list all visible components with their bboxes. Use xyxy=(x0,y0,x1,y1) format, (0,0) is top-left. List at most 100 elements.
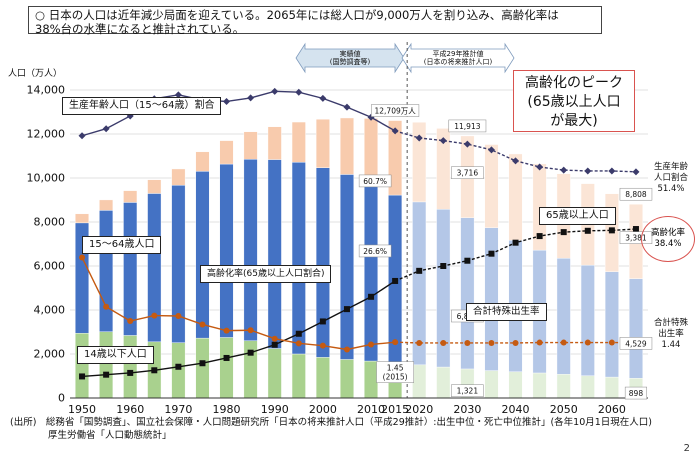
data-label: 1.45 xyxy=(387,364,404,373)
fertility-point xyxy=(319,342,326,349)
aging-rate-point xyxy=(127,369,134,376)
y-tick-label: 4,000 xyxy=(34,304,66,317)
fertility-point xyxy=(536,339,543,346)
bar-age65 xyxy=(340,117,354,175)
aging-rate-point xyxy=(103,371,110,378)
data-label: 4,529 xyxy=(625,339,647,348)
aging-rate-point xyxy=(392,277,399,284)
bar-age15-64 xyxy=(219,163,234,338)
aging-rate-point xyxy=(199,360,206,367)
fertility-line xyxy=(81,257,396,351)
bar-age14 xyxy=(243,340,258,399)
label-age15-64: 15〜64歳人口 xyxy=(82,236,162,254)
working-ratio-point xyxy=(584,167,592,175)
projected-values-arrow: 平成29年推計値 (日本の将来推計人口) xyxy=(411,49,505,68)
working-ratio-point xyxy=(102,125,110,133)
working-ratio-line xyxy=(394,130,636,173)
bar-age65 xyxy=(315,119,330,168)
bar-age14 xyxy=(508,371,523,399)
fertility-point xyxy=(368,341,375,348)
footer-line-2: 厚生労働省「人口動態統計」 xyxy=(48,430,172,441)
aging-rate-point xyxy=(536,233,543,240)
bar-age14 xyxy=(195,337,210,399)
data-label: 11,913 xyxy=(454,122,480,131)
bar-age14 xyxy=(580,375,595,399)
label-fertility: 合計特殊出生率 xyxy=(466,303,547,321)
aging-rate-point xyxy=(295,330,302,337)
x-tick-label: 1970 xyxy=(164,403,192,416)
bar-age14 xyxy=(75,333,89,399)
aging-rate-point xyxy=(271,341,278,348)
data-label-box xyxy=(619,187,653,201)
aging-rate-point xyxy=(488,250,495,257)
bar-age65 xyxy=(267,126,282,160)
bar-age65 xyxy=(147,179,162,194)
label-age14: 14歳以下人口 xyxy=(77,346,154,364)
header-line-1: ○ 日本の人口は近年減少局面を迎えている。2065年には総人口が9,000万人を… xyxy=(35,8,559,22)
aging-rate-title: 高齢化率 xyxy=(650,228,685,238)
bar-age65 xyxy=(291,121,306,163)
bar-age65 xyxy=(171,168,186,186)
working-ratio-point xyxy=(319,94,327,102)
data-label: 1,321 xyxy=(457,387,479,396)
bar-age14 xyxy=(123,335,138,399)
working-ratio-point xyxy=(536,163,544,171)
bar-age65 xyxy=(508,153,523,241)
bar-age14 xyxy=(604,376,619,399)
data-label-box xyxy=(358,244,392,258)
bar-age65 xyxy=(364,118,378,183)
data-label: 898 xyxy=(629,389,644,398)
bar-age15-64 xyxy=(580,264,595,376)
working-ratio-point xyxy=(512,157,520,165)
bar-age15-64 xyxy=(484,227,499,371)
bar-age65 xyxy=(75,213,89,224)
bar-age15-64 xyxy=(291,162,306,355)
bar-age14 xyxy=(412,364,427,399)
actual-values-arrow: 実績値 (国勢調査等) xyxy=(305,49,395,68)
data-label-box xyxy=(619,337,653,350)
label-age65: 65歳以上人口 xyxy=(539,207,616,225)
x-tick-label: 2030 xyxy=(453,403,481,416)
working-ratio-point xyxy=(174,91,182,99)
bar-age14 xyxy=(484,370,499,399)
bar-age15-64 xyxy=(629,278,643,379)
bar-age15-64 xyxy=(99,210,114,332)
fertility-point xyxy=(103,303,110,310)
data-label: 60.7% xyxy=(363,177,387,186)
bar-age14 xyxy=(171,342,186,399)
fertility-point xyxy=(440,339,447,346)
data-label: 26.6% xyxy=(363,247,387,256)
y-tick-label: 14,000 xyxy=(27,84,66,97)
working-ratio-point xyxy=(247,94,255,102)
fertility-point xyxy=(488,339,495,346)
aging-rate-point xyxy=(464,257,471,264)
actual-values-sublabel: (国勢調査等) xyxy=(329,58,371,66)
fertility-value: 1.44 xyxy=(661,340,681,350)
bar-age14 xyxy=(364,360,378,399)
x-tick-label: 1950 xyxy=(68,403,96,416)
aging-rate-point xyxy=(247,349,254,356)
data-label-box xyxy=(371,104,420,117)
working-ratio-point xyxy=(487,146,495,154)
fertility-point xyxy=(464,339,471,346)
bar-age15-64 xyxy=(556,258,571,375)
aging-rate-point xyxy=(79,373,86,380)
bar-age15-64 xyxy=(267,159,282,349)
aging-rate-point xyxy=(223,354,230,361)
projected-values-label: 平成29年推計値 xyxy=(432,50,484,58)
working-ratio-point xyxy=(632,168,640,176)
data-label: 3,381 xyxy=(625,234,647,243)
fertility-point xyxy=(151,312,158,319)
fertility-point xyxy=(199,321,206,328)
bar-age65 xyxy=(412,122,427,203)
label-working-line: 生産年齢人口（15〜64歳）割合 xyxy=(62,97,222,115)
bar-age65 xyxy=(99,199,114,211)
bar-age15-64 xyxy=(195,171,210,339)
y-tick-label: 2,000 xyxy=(34,348,66,361)
aging-rate-point xyxy=(440,263,447,269)
x-tick-label: 2015 xyxy=(381,403,409,416)
actual-values-label: 実績値 xyxy=(339,50,361,58)
data-label-box xyxy=(448,119,487,133)
x-tick-label: 1980 xyxy=(213,403,241,416)
x-tick-label: 2010 xyxy=(357,403,385,416)
